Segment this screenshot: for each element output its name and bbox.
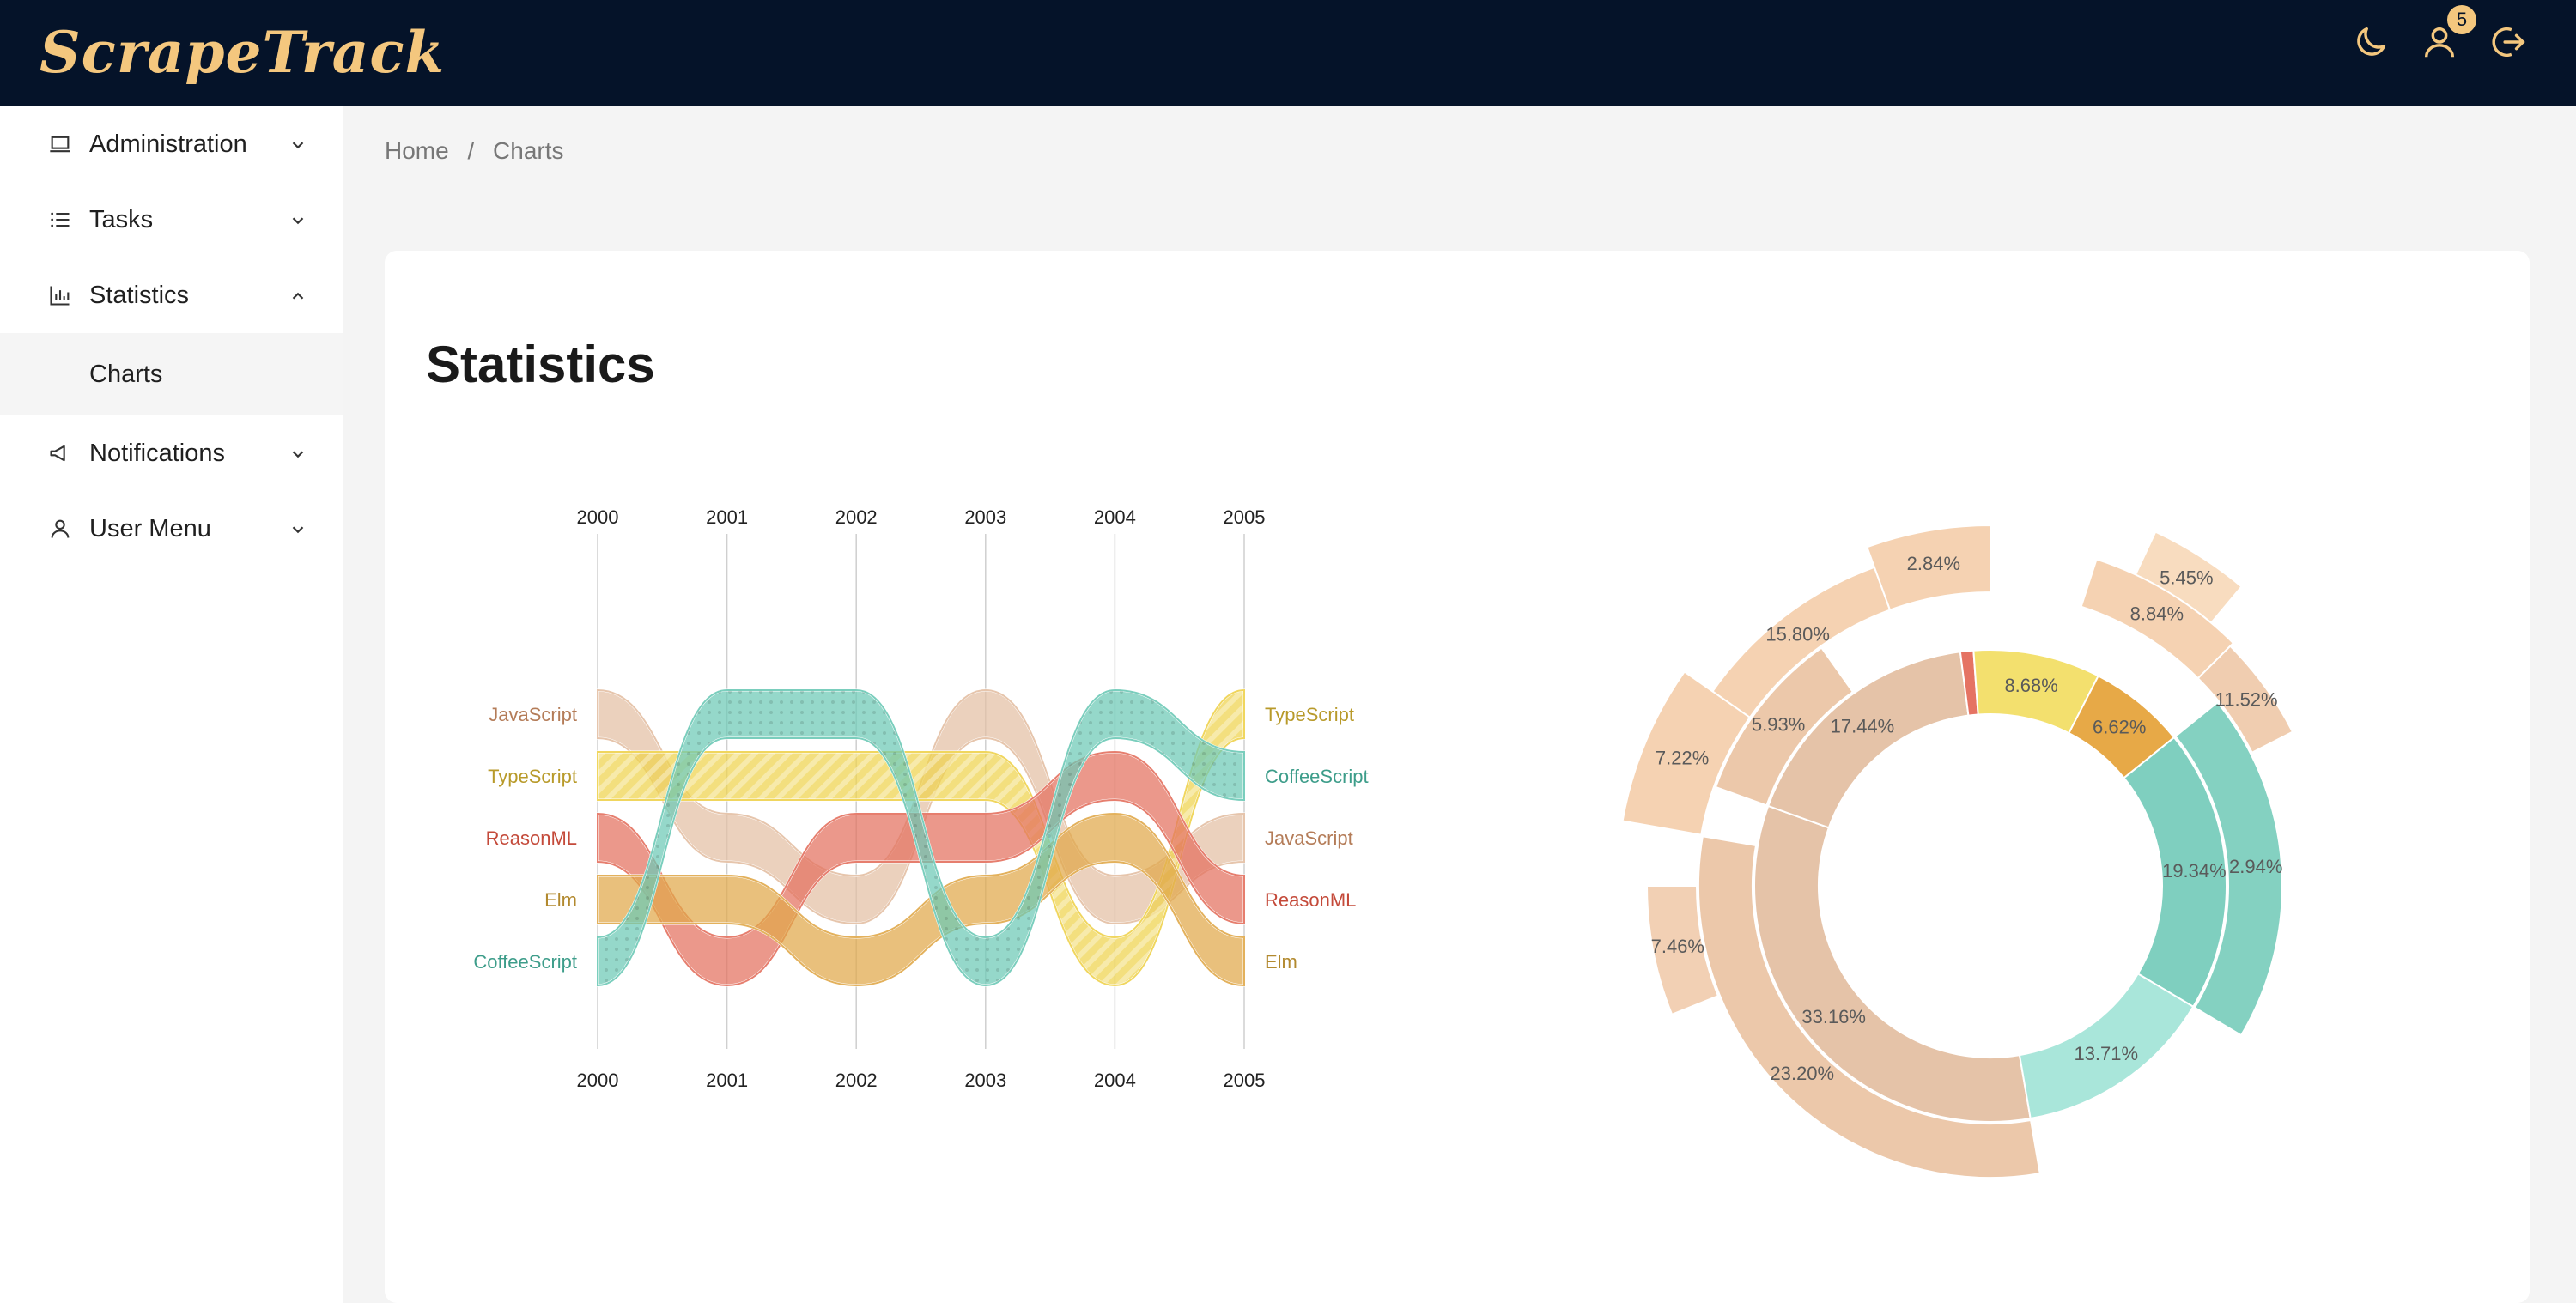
bump-series-pattern — [598, 690, 1244, 985]
notification-count-badge: 5 — [2447, 5, 2476, 34]
sidebar-item-administration[interactable]: Administration — [0, 106, 343, 182]
sunburst-middle-arc[interactable] — [2174, 700, 2283, 1037]
sunburst-chart: 33.16% 17.44% 8.68% 6.62% 19.34% 13.71% 23.20%… — [1621, 524, 2294, 1179]
sidebar-item-notifications[interactable]: Notifications — [0, 415, 343, 491]
laptop-icon — [50, 136, 70, 153]
sunburst-value-label: 13.71% — [2074, 1043, 2138, 1064]
x-tick-label-bottom: 2003 — [964, 1070, 1006, 1091]
sunburst-value-label: 7.46% — [1651, 936, 1704, 957]
logout-button[interactable] — [2488, 22, 2528, 62]
megaphone-icon — [50, 445, 65, 462]
breadcrumb-home-link[interactable]: Home — [385, 137, 449, 164]
sunburst-value-label: 5.93% — [1752, 714, 1805, 736]
x-tick-label-bottom: 2005 — [1224, 1070, 1266, 1091]
list-icon — [51, 212, 70, 227]
user-icon — [51, 519, 70, 538]
series-label-left: TypeScript — [488, 766, 577, 787]
top-navigation-bar: ScrapeTrack 5 — [0, 0, 2576, 106]
sunburst-value-label: 19.34% — [2162, 860, 2227, 882]
dark-mode-toggle[interactable] — [2351, 22, 2391, 62]
bar-chart-icon — [50, 286, 70, 306]
sidebar: Administration Tasks Statistics Charts N… — [0, 106, 343, 1303]
x-tick-label-top: 2001 — [706, 506, 748, 528]
breadcrumb-separator: / — [467, 137, 475, 164]
x-tick-label-bottom: 2000 — [577, 1070, 619, 1091]
x-tick-label-top: 2005 — [1224, 506, 1266, 528]
sunburst-value-label: 17.44% — [1831, 715, 1895, 736]
series-label-right: ReasonML — [1265, 889, 1356, 911]
sidebar-item-label: Tasks — [89, 205, 154, 233]
series-label-right: TypeScript — [1265, 704, 1354, 725]
series-label-left: Elm — [544, 889, 577, 911]
app-logo[interactable]: ScrapeTrack — [39, 19, 446, 86]
sidebar-item-label: Statistics — [89, 281, 190, 309]
header-actions: 5 — [2351, 5, 2528, 62]
sunburst-value-label: 7.22% — [1656, 747, 1709, 768]
sunburst-value-label: 11.52% — [2215, 688, 2278, 710]
page-title: Statistics — [426, 336, 655, 393]
series-label-left: CoffeeScript — [473, 951, 577, 973]
sunburst-value-label: 6.62% — [2093, 716, 2146, 737]
x-tick-label-bottom: 2001 — [706, 1070, 748, 1091]
sidebar-item-label: Charts — [89, 360, 163, 388]
series-label-right: JavaScript — [1265, 827, 1353, 849]
user-account-button[interactable]: 5 — [2420, 5, 2476, 62]
sunburst-middle-arc[interactable] — [1698, 835, 2041, 1179]
chevron-down-icon — [292, 142, 304, 149]
bump-series-outline — [597, 812, 1245, 987]
sunburst-value-label: 23.20% — [1770, 1063, 1834, 1084]
sunburst-value-label: 8.68% — [2004, 675, 2057, 696]
sidebar-item-label: Administration — [89, 130, 247, 158]
series-label-left: JavaScript — [489, 704, 577, 725]
bump-chart: 2000 2000 2001 2001 2002 2002 2003 2003 2004 2004… — [473, 506, 1369, 1091]
x-tick-label-top: 2003 — [964, 506, 1006, 528]
sunburst-inner-arc[interactable] — [1753, 804, 2032, 1123]
sunburst-inner-arc[interactable] — [2018, 973, 2195, 1120]
statistics-card: Statistics 2000 2000 2001 2001 2002 2002 2003 2… — [385, 251, 2530, 1303]
x-tick-label-top: 2004 — [1094, 506, 1136, 528]
sunburst-outer-arc[interactable] — [1621, 670, 1752, 836]
moon-icon — [2357, 27, 2386, 56]
sunburst-value-label: 5.45% — [2160, 567, 2213, 589]
sunburst-outer-arc[interactable] — [2196, 645, 2294, 755]
logout-icon — [2492, 27, 2525, 58]
sunburst-value-label: 15.80% — [1765, 624, 1830, 645]
sunburst-value-label: 2.84% — [1907, 553, 1960, 574]
sidebar-item-tasks[interactable]: Tasks — [0, 182, 343, 258]
x-tick-label-top: 2002 — [835, 506, 878, 528]
sunburst-outer-arc[interactable] — [1866, 524, 1991, 611]
series-label-right: CoffeeScript — [1265, 766, 1369, 787]
chevron-down-icon — [292, 526, 304, 534]
sunburst-value-label: 33.16% — [1801, 1006, 1866, 1027]
sidebar-item-statistics[interactable]: Statistics — [0, 258, 343, 333]
chevron-up-icon — [292, 292, 304, 300]
sunburst-middle-arc[interactable] — [1714, 646, 1855, 807]
sidebar-item-user-menu[interactable]: User Menu — [0, 491, 343, 567]
breadcrumb-current: Charts — [493, 137, 564, 164]
sidebar-item-label: Notifications — [89, 439, 225, 467]
sunburst-value-label: 8.84% — [2130, 603, 2184, 625]
series-label-right: Elm — [1265, 951, 1297, 973]
bump-series-outline — [597, 688, 1245, 987]
sunburst-outer-arc[interactable] — [1645, 885, 1720, 1016]
sunburst-value-label: 2.94% — [2229, 856, 2282, 877]
x-tick-label-top: 2000 — [577, 506, 619, 528]
chevron-down-icon — [292, 451, 304, 458]
sidebar-item-label: User Menu — [89, 514, 211, 542]
x-tick-label-bottom: 2004 — [1094, 1070, 1136, 1091]
chevron-down-icon — [292, 217, 304, 225]
sidebar-subitem-charts[interactable]: Charts — [0, 333, 343, 415]
series-label-left: ReasonML — [486, 827, 577, 849]
breadcrumb: Home / Charts — [385, 137, 576, 165]
bump-series-outline — [597, 688, 1245, 987]
user-icon — [2424, 27, 2455, 58]
x-tick-label-bottom: 2002 — [835, 1070, 878, 1091]
